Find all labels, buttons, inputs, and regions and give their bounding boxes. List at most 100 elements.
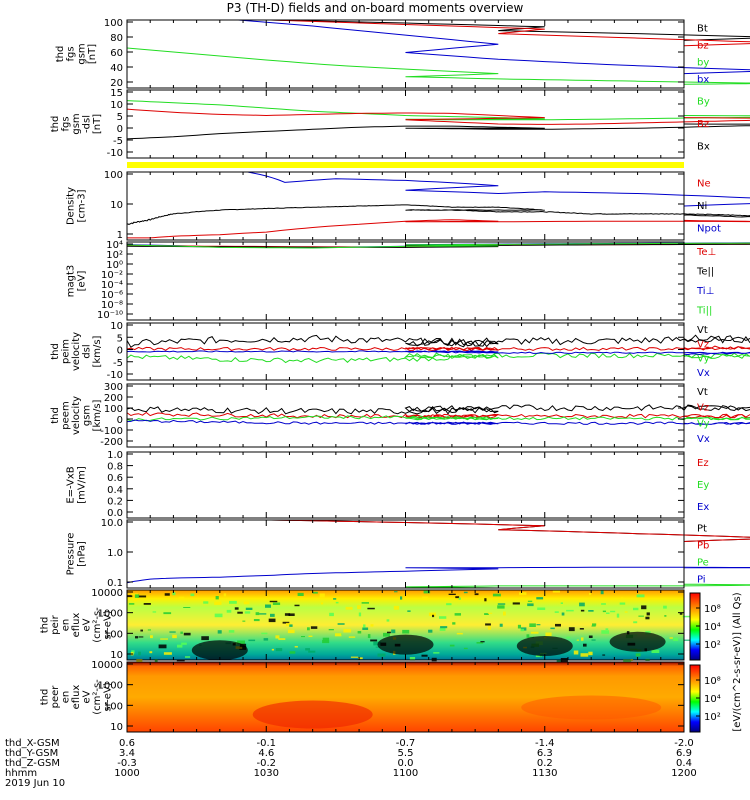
ephemeris-value: 5.5: [398, 748, 414, 759]
spectrogram-cell: [497, 603, 506, 605]
y-tick-label: 10⁰: [106, 260, 123, 271]
spectrogram-cell: [217, 630, 222, 634]
panel-5: 105 0-5-10 thd peim velocity dsl [km/s] Vt Vz Vy V…: [50, 321, 750, 381]
y-axis-label-line: (cm²-s-: [92, 607, 103, 643]
spectrogram-cell: [651, 649, 660, 653]
spectrogram-cell: [237, 611, 243, 614]
legend-ey: Ey: [697, 480, 709, 491]
spectrogram-cell: [203, 601, 209, 604]
ephemeris-value: 3.4: [119, 748, 135, 759]
y-tick-label: 10: [110, 722, 123, 733]
spectrogram-cell: [386, 619, 390, 622]
spectrogram-cell: [370, 624, 374, 627]
spectrogram-cell: [375, 646, 381, 648]
y-tick-label: 10⁴: [106, 240, 123, 251]
y-axis-label-line: gsm: [82, 405, 93, 426]
spectrogram-cell: [560, 602, 563, 604]
legend-npot: Npot: [697, 224, 721, 235]
ephemeris-value: -0.1: [257, 738, 277, 749]
series-vy-line: [126, 352, 750, 364]
spectrogram-cell: [134, 594, 140, 598]
legend-vz: Vz: [697, 403, 709, 414]
legend-ne: Ne: [697, 178, 711, 189]
spectrogram-cell: [265, 604, 271, 608]
legend-vx: Vx: [697, 434, 710, 445]
spectrogram-cell: [223, 593, 227, 597]
spectrogram-cell: [229, 600, 237, 604]
panel-7: 1.00.80.60.40.20.0 E=-VxB [mV/m] Ez Ey Ex: [66, 450, 710, 519]
legend-pt: Pt: [697, 524, 707, 535]
spectrogram-cell: [333, 598, 337, 600]
ephemeris-value: -0.7: [396, 738, 416, 749]
spectrogram-cell: [138, 595, 147, 598]
y-axis-label-line: [nPa]: [76, 541, 87, 567]
spectrogram-cell: [682, 615, 690, 618]
spectrogram-cell: [480, 641, 485, 643]
y-axis-label-line: [eV]: [76, 271, 87, 292]
spectrogram-cell: [234, 607, 239, 610]
ephemeris-value: -2.0: [674, 738, 694, 749]
spectrogram-cell: [158, 644, 167, 649]
spectrogram-cell: [127, 595, 133, 598]
spectrogram-cell: [669, 637, 673, 639]
spectrogram-cell: [138, 636, 144, 638]
spectrogram-cell: [362, 627, 369, 630]
y-axis-label: thd peir en eflux eV (cm²-s-sr-eV): [40, 607, 114, 643]
series-vy-line: [126, 415, 750, 422]
y-tick-label: -10: [107, 148, 123, 159]
spectrogram-cell: [357, 605, 361, 610]
spectrogram-cell: [143, 603, 151, 605]
y-axis-label-line: Density: [66, 187, 77, 225]
ephemeris-value: 0.2: [537, 758, 553, 769]
y-tick-label: 80: [110, 33, 123, 44]
spectrogram-cell: [591, 625, 596, 627]
y-axis-label-line: [km/s]: [92, 399, 103, 431]
y-tick-label: 10²: [106, 250, 123, 261]
legend-ti: Ti⊥: [696, 286, 714, 297]
legend-vy: Vy: [697, 354, 710, 365]
legend-te: Te⊥: [696, 247, 716, 258]
ephemeris-value: -0.3: [117, 758, 137, 769]
legend-ti: Ti||: [696, 305, 712, 316]
spectrogram-cell: [172, 592, 176, 596]
spectrogram-cell: [616, 613, 620, 618]
spectrogram-cell: [164, 593, 170, 596]
y-axis-label-line: gsm: [76, 43, 87, 64]
legend-bz: bz: [697, 41, 709, 52]
y-axis-label-line: peem: [61, 401, 72, 429]
chart-title: P3 (TH-D) fields and on-board moments ov…: [226, 1, 524, 15]
legend-ex: Ex: [697, 502, 709, 513]
spectrogram-cell: [328, 629, 334, 631]
spectrogram-cell: [439, 627, 446, 631]
ephemeris-value: 4.6: [258, 748, 274, 759]
spectrogram-cell: [663, 605, 667, 609]
spectrogram-cell: [428, 612, 436, 617]
spectrogram-cell: [228, 630, 235, 633]
panel-1: 100 80 60 40 20 thd fgs gsm [nT] Bt bz by bx: [55, 18, 750, 89]
spectrogram-cell: [288, 613, 295, 616]
spectrogram-cell: [609, 598, 615, 600]
spectrogram-cell: [600, 590, 604, 595]
series-pt-line: [270, 519, 750, 542]
spectrogram-cell: [484, 613, 489, 615]
spectrogram-cell: [147, 629, 151, 631]
spectrogram-cell: [245, 607, 253, 610]
spectrogram-cell: [492, 593, 501, 597]
spectrogram-cell: [566, 609, 574, 612]
spectrogram-cell: [635, 653, 641, 657]
spectrogram-cell: [673, 637, 679, 641]
spectrogram-cell: [588, 635, 593, 638]
y-axis-label-line: en: [61, 691, 72, 704]
y-tick-label: 10⁻⁴: [101, 280, 123, 291]
date-label: 2019 Jun 10: [5, 778, 65, 789]
ephemeris-value: 0.6: [119, 738, 135, 749]
spectrogram-cell: [261, 632, 268, 635]
legend-te: Te||: [696, 266, 714, 277]
spectrogram-cell: [319, 593, 325, 598]
y-tick-label: 0.6: [107, 473, 123, 484]
ephemeris-value: 6.3: [537, 748, 553, 759]
series-bx-line: [126, 123, 750, 140]
spectrogram-cell: [289, 624, 293, 627]
spectrogram-cell: [440, 626, 448, 629]
